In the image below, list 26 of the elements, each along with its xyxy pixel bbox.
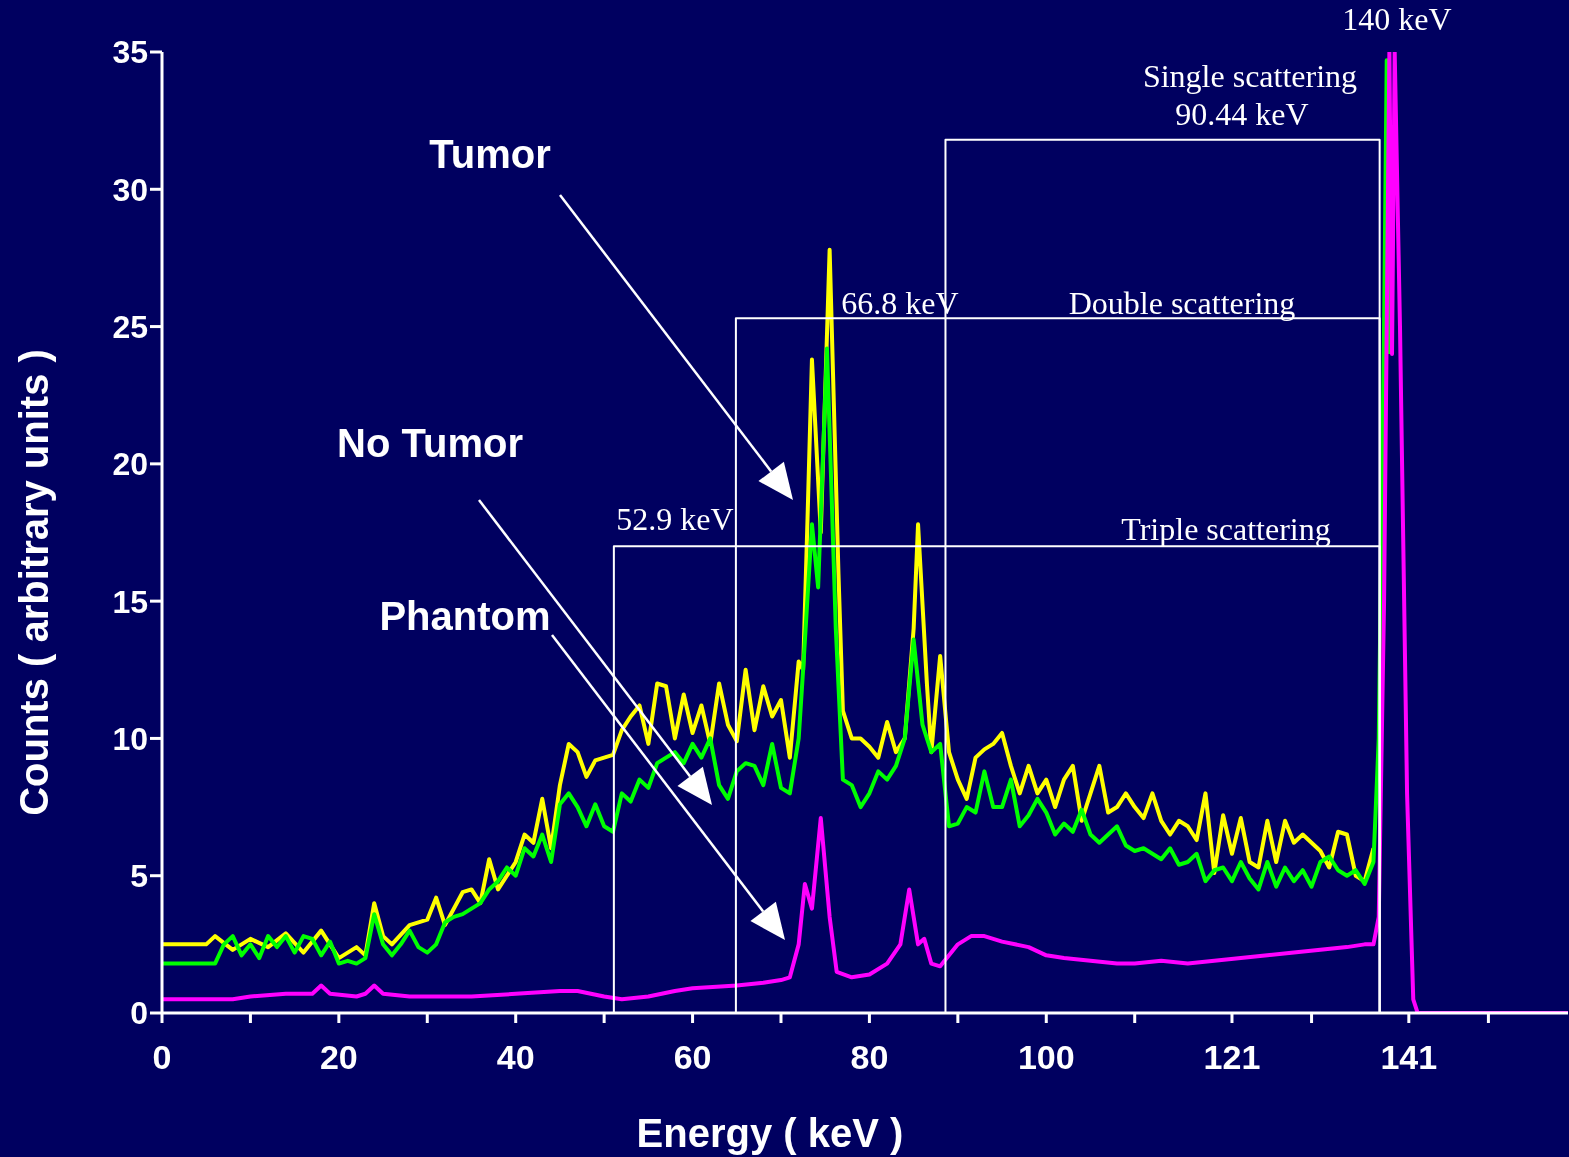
annotation: 90.44 keV bbox=[1175, 96, 1309, 132]
annotation: Single scattering bbox=[1142, 58, 1358, 94]
x-tick-label: 20 bbox=[319, 1038, 358, 1077]
y-tick-label: 0 bbox=[130, 995, 148, 1032]
y-tick-label: 25 bbox=[112, 308, 148, 345]
x-tick-label: 80 bbox=[850, 1038, 889, 1077]
y-tick-label: 30 bbox=[112, 171, 148, 208]
x-axis-title: Energy ( keV ) bbox=[636, 1111, 904, 1155]
y-tick-label: 5 bbox=[130, 858, 148, 895]
text: 140 keV bbox=[1342, 1, 1452, 37]
x-tick-label: 40 bbox=[496, 1038, 535, 1077]
y-tick-label: 35 bbox=[112, 34, 148, 71]
y-tick-label: 15 bbox=[112, 583, 148, 620]
y-tick-label: 20 bbox=[112, 446, 148, 483]
x-tick-label: 60 bbox=[673, 1038, 712, 1077]
x-tick-label: 100 bbox=[1017, 1038, 1075, 1077]
annotation: No Tumor bbox=[337, 421, 523, 465]
annotation: Triple scattering bbox=[1121, 511, 1331, 547]
annotation: Double scattering bbox=[1068, 285, 1296, 321]
y-tick-label: 10 bbox=[112, 720, 148, 757]
annotation: Tumor bbox=[429, 132, 551, 176]
annotation: 52.9 keV bbox=[616, 501, 734, 537]
x-tick-label: 121 bbox=[1203, 1038, 1261, 1077]
y-axis-title: Counts ( arbitrary units ) bbox=[12, 349, 56, 816]
x-tick-label: 141 bbox=[1380, 1038, 1438, 1077]
annotation: Phantom bbox=[379, 594, 551, 638]
